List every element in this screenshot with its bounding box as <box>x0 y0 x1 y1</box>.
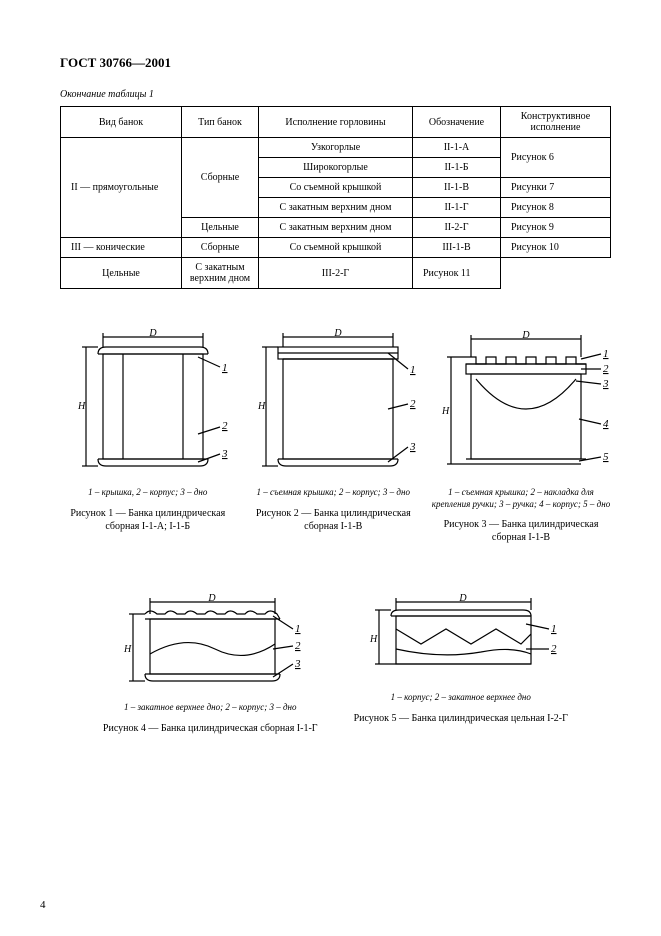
figure-row-2: D H 1 2 3 1 – закатное верхнее дно; 2 – … <box>60 594 611 735</box>
figure-3-svg: D H 1 2 3 4 5 <box>431 329 611 479</box>
figure-4: D H 1 2 3 1 – закатное верхнее дно; 2 – … <box>100 594 320 735</box>
figure-1-legend: 1 – крышка, 2 – корпус; 3 – дно <box>60 487 236 499</box>
lbl1: 1 <box>603 348 609 360</box>
lbl2: 2 <box>295 640 301 652</box>
th-ob: Обозначение <box>413 107 501 138</box>
figure-5: D H 1 2 1 – корпус; 2 – закатное верхнее… <box>351 594 571 735</box>
th-tip: Тип банок <box>182 107 259 138</box>
dim-h: H <box>441 406 450 417</box>
dim-d: D <box>458 594 467 604</box>
figure-3-caption: Рисунок 3 — Банка цилиндрическая сборная… <box>431 518 611 544</box>
dim-d: D <box>148 329 157 339</box>
figure-1-caption: Рисунок 1 — Банка цилиндрическая сборная… <box>60 507 236 533</box>
lbl3: 3 <box>409 441 416 453</box>
lbl1: 1 <box>551 623 557 635</box>
lbl1: 1 <box>295 623 301 635</box>
doc-title: ГОСТ 30766—2001 <box>60 55 611 71</box>
dim-h: H <box>123 644 132 655</box>
lbl2: 2 <box>551 643 557 655</box>
figure-2-svg: D H 1 2 3 <box>248 329 418 479</box>
table-row: III — коническиеСборныеСо съемной крышко… <box>61 238 611 258</box>
lbl2: 2 <box>222 420 228 432</box>
figure-4-legend: 1 – закатное верхнее дно; 2 – корпус; 3 … <box>100 702 320 714</box>
figure-3-legend: 1 – съемная крышка; 2 – накладка для кре… <box>431 487 611 510</box>
table-continuation: Окончание таблицы 1 <box>60 89 611 100</box>
figure-2-legend: 1 – съемная крышка; 2 – корпус; 3 – дно <box>246 487 422 499</box>
figure-4-svg: D H 1 2 3 <box>115 594 305 694</box>
lbl3: 3 <box>602 378 609 390</box>
figure-5-svg: D H 1 2 <box>361 594 561 684</box>
figure-2-caption: Рисунок 2 — Банка цилиндрическая сборная… <box>246 507 422 533</box>
lbl2: 2 <box>410 398 416 410</box>
th-kon: Конструктивное исполнение <box>501 107 611 138</box>
table-row: ЦельныеС закатным верхним дномIII-2-ГРис… <box>61 258 611 289</box>
figure-5-caption: Рисунок 5 — Банка цилиндрическая цельная… <box>351 712 571 725</box>
figure-2: D H 1 2 3 1 – съемная крышка; 2 – корпус… <box>246 329 422 544</box>
figure-1: D H 1 2 3 1 – крышка, 2 – корпус; 3 – дн… <box>60 329 236 544</box>
figure-row-1: D H 1 2 3 1 – крышка, 2 – корпус; 3 – дн… <box>60 329 611 544</box>
figure-4-caption: Рисунок 4 — Банка цилиндрическая сборная… <box>100 722 320 735</box>
th-gor: Исполнение горловины <box>259 107 413 138</box>
lbl1: 1 <box>410 364 416 376</box>
dim-d: D <box>208 594 217 604</box>
th-vid: Вид банок <box>61 107 182 138</box>
lbl2: 2 <box>603 363 609 375</box>
lbl3: 3 <box>221 448 228 460</box>
figure-1-svg: D H 1 2 3 <box>68 329 228 479</box>
table-row: II — прямоугольныеСборныеУзкогорлыеII-1-… <box>61 138 611 158</box>
lbl4: 4 <box>603 418 609 430</box>
lbl1: 1 <box>222 362 228 374</box>
dim-h: H <box>369 634 378 645</box>
dim-d: D <box>334 329 343 339</box>
dim-d: D <box>521 330 530 341</box>
lbl5: 5 <box>603 451 609 463</box>
lbl3: 3 <box>294 658 301 670</box>
dim-h: H <box>77 401 86 412</box>
dim-h: H <box>257 401 266 412</box>
main-table: Вид банок Тип банок Исполнение горловины… <box>60 106 611 289</box>
figure-5-legend: 1 – корпус; 2 – закатное верхнее дно <box>351 692 571 704</box>
page-number: 4 <box>40 899 46 911</box>
figure-3: D H 1 2 3 4 5 1 – съемная крышка; 2 – на… <box>431 329 611 544</box>
